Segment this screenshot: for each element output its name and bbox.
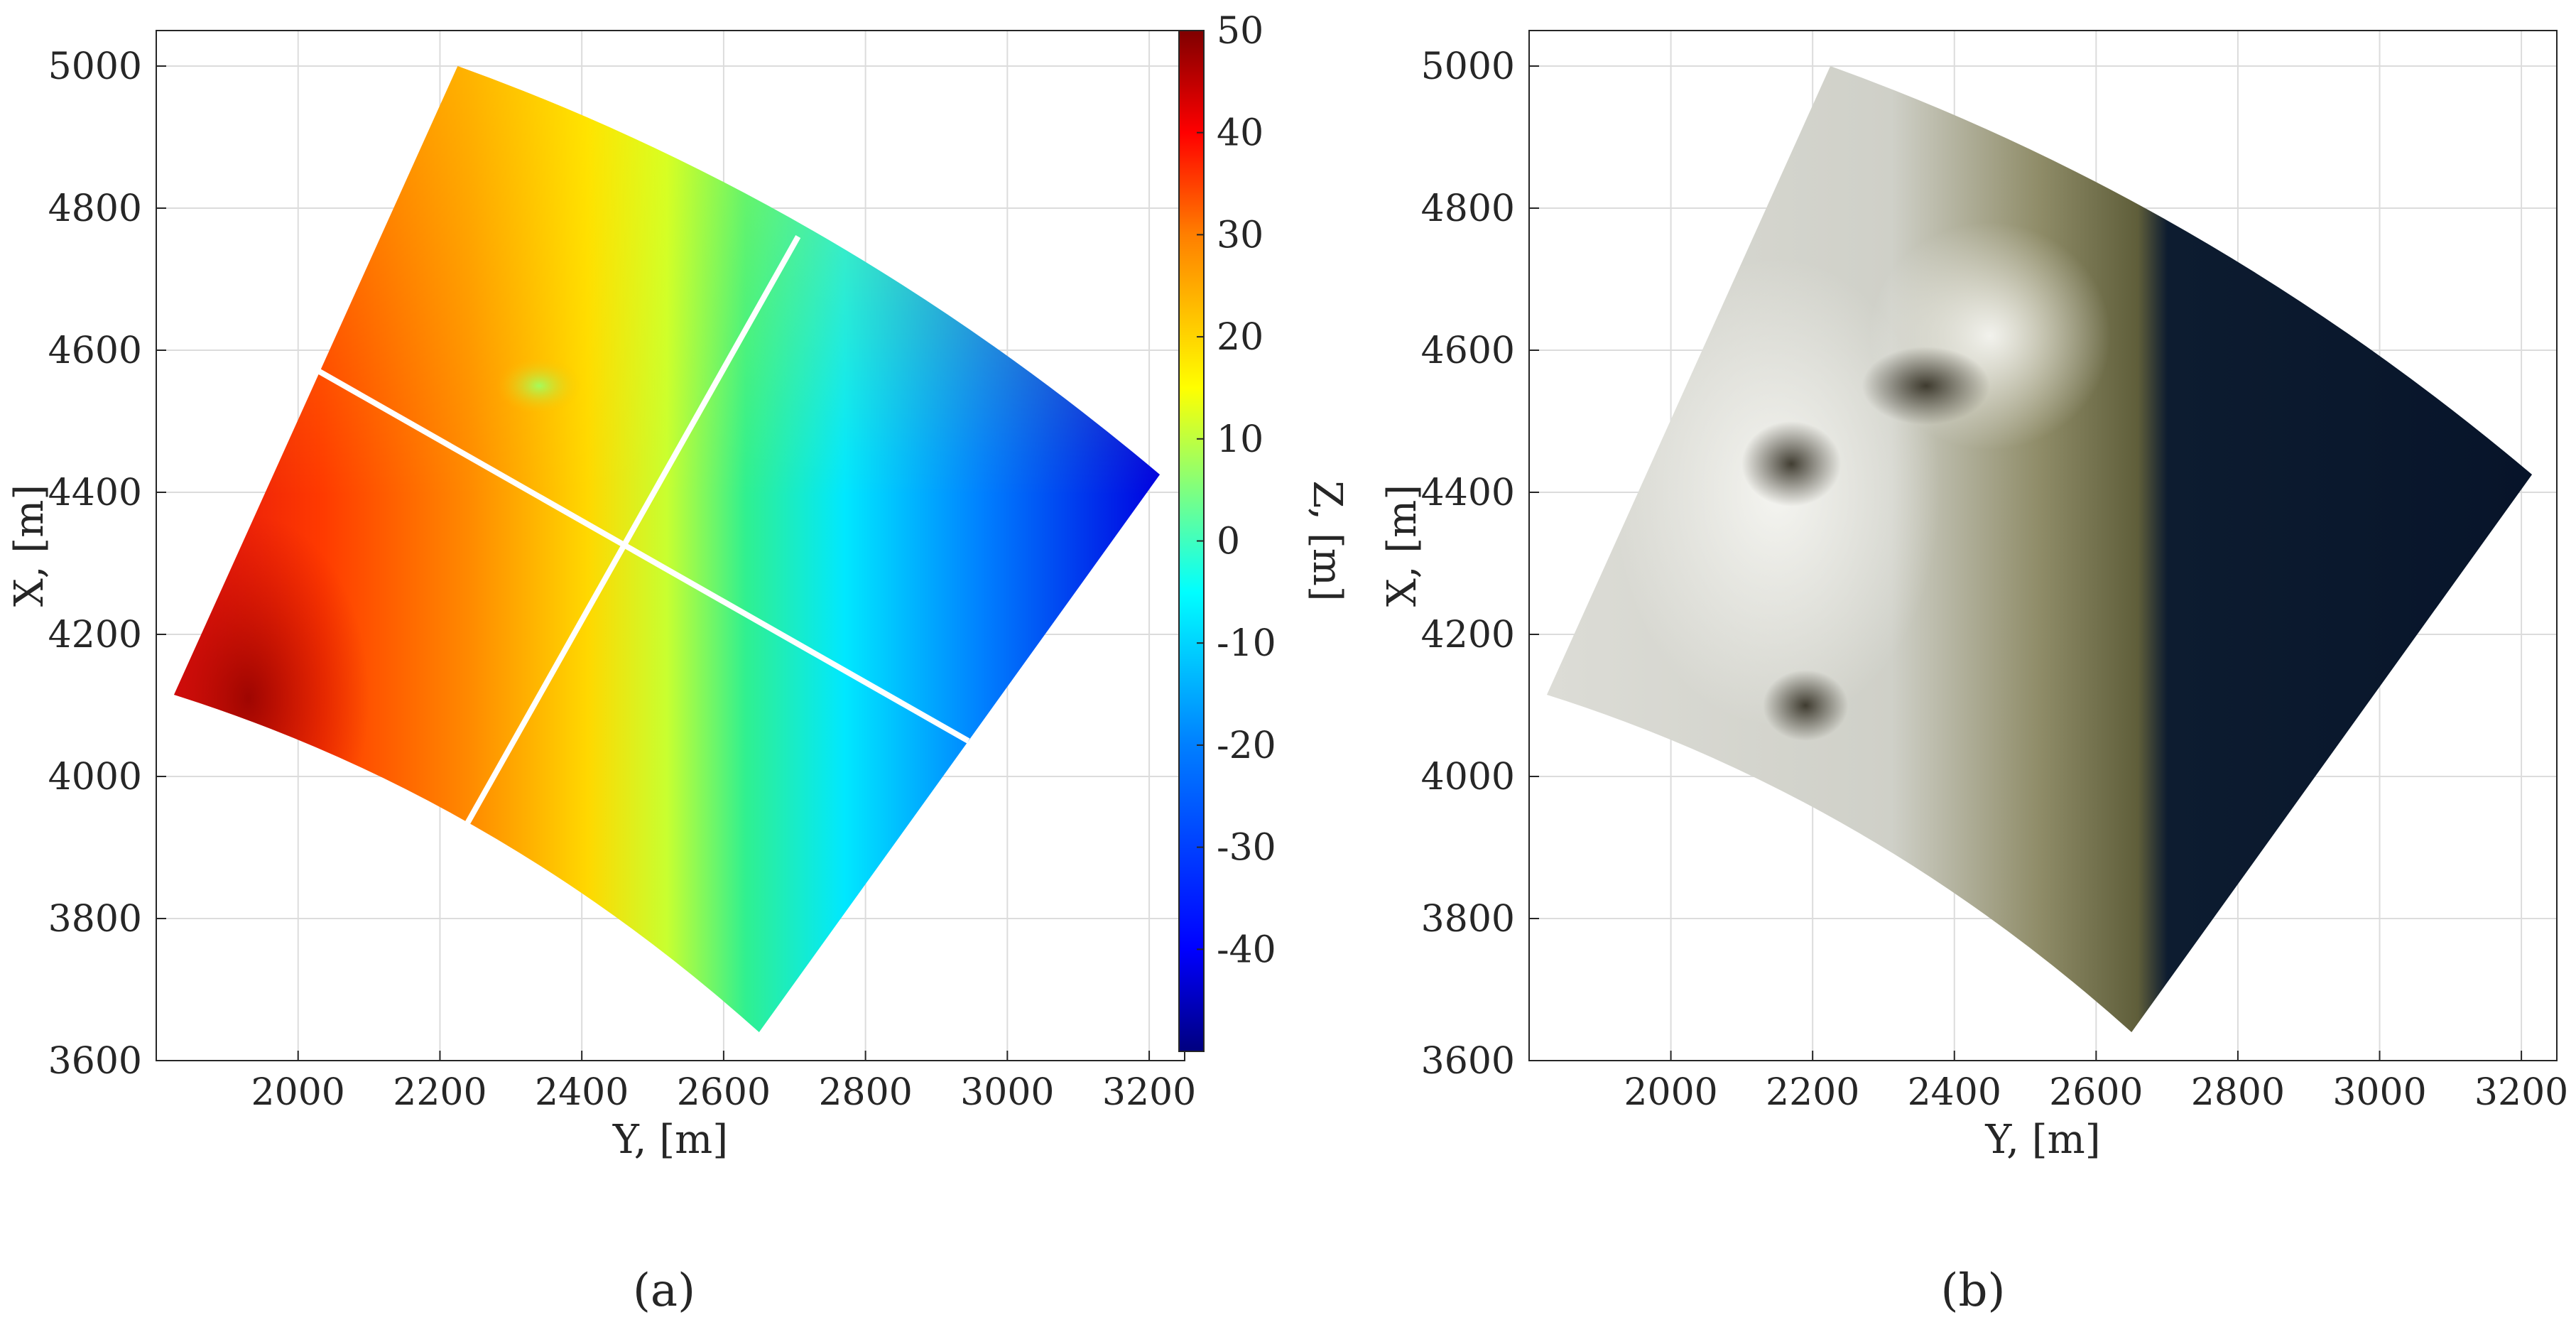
- x-tick-label: 2200: [393, 1071, 487, 1114]
- y-tick-label: 4000: [1421, 756, 1515, 798]
- colorbar: 50 40 30 20 10 0 -10 -20 -30 -40 Z, [m]: [1178, 10, 1350, 1052]
- x-axis-label-a: Y, [m]: [612, 1117, 728, 1163]
- y-ticks-b: 3600 3800 4000 4200 4400 4600 4800 5000: [1421, 45, 1539, 1083]
- colorbar-tick-label: 30: [1217, 214, 1263, 256]
- x-tick-label: 3000: [2332, 1071, 2426, 1114]
- y-tick-label: 4200: [1421, 614, 1515, 656]
- satellite-image: [1546, 66, 2533, 1032]
- x-tick-label: 3000: [960, 1071, 1054, 1114]
- y-axis-label-b: X, [m]: [1379, 484, 1425, 607]
- axes-frame-b: [1528, 30, 2558, 1061]
- x-ticks-b: 2000 2200 2400 2600 2800 3000 3200: [1624, 1051, 2568, 1114]
- x-tick-label: 3200: [1102, 1071, 1196, 1114]
- y-tick-label: 3600: [1421, 1040, 1515, 1083]
- y-tick-label: 5000: [1421, 45, 1515, 88]
- colorbar-tick-label: 10: [1217, 418, 1263, 461]
- section-lines: [317, 235, 970, 842]
- y-axis-label-a: X, [m]: [6, 484, 53, 607]
- colorbar-ticks: 50 40 30 20 10 0 -10 -20 -30 -40: [1197, 10, 1276, 971]
- x-tick-label: 3200: [2474, 1071, 2568, 1114]
- y-tick-label: 4800: [48, 188, 142, 230]
- section-line: [317, 369, 970, 744]
- y-tick-label: 4400: [1421, 472, 1515, 514]
- y-tick-label: 4600: [48, 330, 142, 372]
- panel-a: 2000 2200 2400 2600 2800 3000 3200 36003800400…: [6, 10, 1350, 1317]
- x-tick-label: 2200: [1766, 1071, 1859, 1114]
- section-line: [455, 235, 801, 842]
- colorbar-tick-label: 0: [1217, 521, 1240, 563]
- colorbar-tick-label: -40: [1217, 928, 1276, 971]
- x-axis-label-b: Y, [m]: [1984, 1117, 2100, 1163]
- colorbar-tick-label: 40: [1217, 112, 1263, 155]
- y-tick-label: 3800: [1421, 898, 1515, 941]
- y-tick-label: 3800: [48, 898, 142, 941]
- colorbar-tick-label: -20: [1217, 725, 1276, 767]
- x-tick-label: 2800: [818, 1071, 912, 1114]
- colorbar-tick-label: -30: [1217, 827, 1276, 870]
- y-tick-label: 4600: [1421, 330, 1515, 372]
- colorbar-label: Z, [m]: [1304, 480, 1350, 601]
- x-tick-label: 2000: [1624, 1071, 1717, 1114]
- y-tick-label: 5000: [48, 45, 142, 88]
- x-tick-label: 2600: [2049, 1071, 2143, 1114]
- y-tick-label: 3600: [48, 1040, 142, 1083]
- y-tick-label: 4800: [1421, 188, 1515, 230]
- colorbar-tick-label: 50: [1217, 10, 1263, 53]
- x-tick-label: 2400: [535, 1071, 629, 1114]
- x-tick-label: 2800: [2191, 1071, 2285, 1114]
- colorbar-tick-label: 20: [1217, 316, 1263, 359]
- y-tick-label: 4400: [48, 472, 142, 514]
- panel-b: 2000 2200 2400 2600 2800 3000 3200 3600 3800 400…: [1379, 30, 2568, 1317]
- x-ticks-a: 2000 2200 2400 2600 2800 3000 3200: [251, 1051, 1196, 1114]
- panel-label-b: (b): [1941, 1264, 2006, 1317]
- y-ticks-a: 3600 3800 4000 4200 4400 4600 4800 5000: [48, 45, 166, 1083]
- colorbar-tick-label: -10: [1217, 622, 1276, 665]
- x-tick-label: 2000: [251, 1071, 345, 1114]
- y-tick-label: 4200: [48, 614, 142, 656]
- x-tick-label: 2400: [1908, 1071, 2001, 1114]
- panel-label-a: (a): [633, 1264, 695, 1317]
- x-tick-label: 2600: [677, 1071, 771, 1114]
- y-tick-label: 4000: [48, 756, 142, 798]
